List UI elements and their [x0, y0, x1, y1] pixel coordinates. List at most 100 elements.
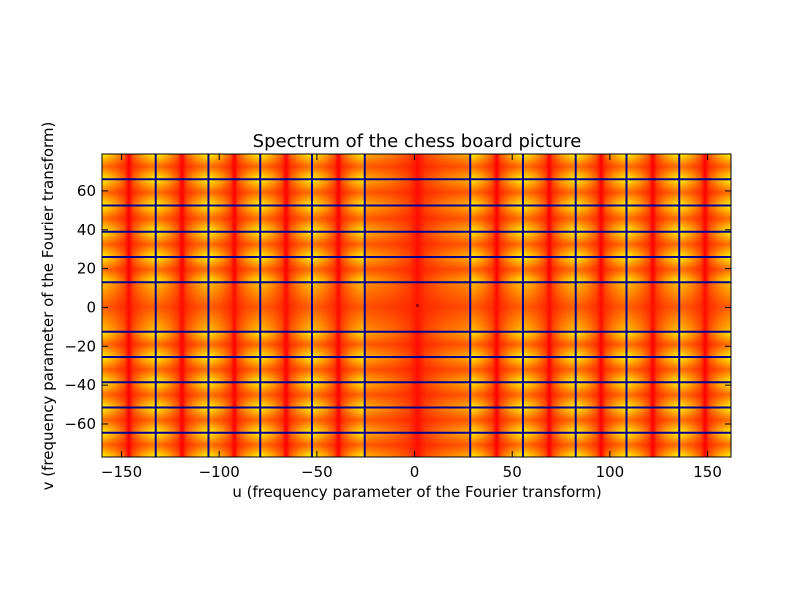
- heatmap-cell-shade: [522, 331, 576, 357]
- heatmap-cell-shade: [626, 331, 680, 357]
- heatmap-cell-shade: [208, 231, 261, 257]
- heatmap-cell-shade: [311, 256, 365, 283]
- heatmap-cell-shade: [364, 205, 471, 232]
- heatmap-cell-shade: [626, 179, 680, 206]
- heatmap-cell-shade: [311, 154, 365, 180]
- heatmap-cell-shade: [260, 282, 312, 332]
- heatmap-cell-shade: [155, 356, 209, 383]
- heatmap-cell-shade: [102, 179, 156, 206]
- heatmap-cell-shade: [575, 205, 627, 232]
- heatmap-cell-shade: [575, 331, 627, 357]
- heatmap-cell-shade: [522, 407, 576, 433]
- heatmap-cell-shade: [102, 282, 156, 332]
- heatmap-cell-shade: [575, 432, 627, 457]
- heatmap-cell-shade: [364, 356, 471, 383]
- heatmap-cell-shade: [260, 154, 312, 180]
- heatmap-cell-shade: [575, 231, 627, 257]
- heatmap-cell-shade: [575, 282, 627, 332]
- heatmap-cell-shade: [575, 256, 627, 283]
- heatmap-cell-shade: [626, 154, 680, 180]
- heatmap-cell-shade: [102, 432, 156, 457]
- heatmap-cell-shade: [470, 256, 523, 283]
- heatmap-cell-shade: [260, 407, 312, 433]
- x-tick-label: −100: [199, 463, 240, 481]
- heatmap-cell-shade: [626, 356, 680, 383]
- heatmap-cell-shade: [208, 432, 261, 457]
- heatmap-cell-shade: [364, 256, 471, 283]
- heatmap-cell-shade: [364, 154, 471, 180]
- heatmap-cell-shade: [626, 432, 680, 457]
- heatmap-cell-shade: [208, 256, 261, 283]
- x-tick-label: −50: [301, 463, 333, 481]
- x-axis-label: u (frequency parameter of the Fourier tr…: [232, 483, 601, 501]
- heatmap-cell-shade: [522, 231, 576, 257]
- heatmap-cell-shade: [522, 205, 576, 232]
- heatmap-cell-shade: [679, 407, 731, 433]
- y-tick-label: −60: [64, 415, 96, 433]
- heatmap-cell-shade: [470, 282, 523, 332]
- heatmap-cell-shade: [102, 382, 156, 408]
- heatmap-cell-shade: [260, 231, 312, 257]
- heatmap-cell-shade: [260, 432, 312, 457]
- y-tick-label: 0: [86, 298, 96, 316]
- heatmap-cell-shade: [679, 205, 731, 232]
- heatmap-cell-shade: [679, 231, 731, 257]
- heatmap-cell-shade: [575, 356, 627, 383]
- heatmap-cell-shade: [679, 382, 731, 408]
- heatmap-cell-shade: [260, 356, 312, 383]
- central-row-band: [102, 282, 731, 332]
- heatmap-cell-shade: [364, 179, 471, 206]
- dc-peak: [415, 304, 419, 307]
- heatmap-cell-shade: [208, 282, 261, 332]
- heatmap-cell-shade: [155, 407, 209, 433]
- y-tick-label: −40: [64, 376, 96, 394]
- heatmap-cell-shade: [208, 154, 261, 180]
- x-axis: −150 −100 −50 0 50 100 150: [101, 154, 722, 481]
- heatmap-cell-shade: [260, 256, 312, 283]
- axes-frame: [101, 153, 732, 458]
- chart-title: Spectrum of the chess board picture: [253, 131, 582, 152]
- heatmap-cell-shade: [470, 205, 523, 232]
- heatmap-cell-shade: [522, 382, 576, 408]
- heatmap-cell-shade: [260, 331, 312, 357]
- heatmap-cell-shade: [626, 231, 680, 257]
- y-axis-label: v (frequency parameter of the Fourier tr…: [39, 122, 57, 491]
- heatmap-cell-shade: [155, 205, 209, 232]
- heatmap-cell-shade: [102, 154, 156, 180]
- heatmap-cell-shade: [208, 179, 261, 206]
- heatmap-cell-shade: [522, 356, 576, 383]
- heatmap-cell-shade: [364, 432, 471, 457]
- heatmap-cell-shade: [260, 205, 312, 232]
- heatmap-cell-shade: [102, 407, 156, 433]
- heatmap-cell-shade: [522, 432, 576, 457]
- y-tick-label: 40: [77, 221, 96, 239]
- heatmap-cell-shade: [522, 282, 576, 332]
- heatmap-cell-shade: [470, 331, 523, 357]
- heatmap-cell-shade: [260, 382, 312, 408]
- heatmap-cell-shade: [102, 231, 156, 257]
- heatmap-cell-shade: [679, 154, 731, 180]
- heatmap-cell-shade: [679, 282, 731, 332]
- heatmap-cell-shade: [102, 256, 156, 283]
- heatmap-cell-shade: [575, 407, 627, 433]
- heatmap-cell-shade: [311, 407, 365, 433]
- heatmap-cell-shade: [626, 282, 680, 332]
- heatmap-cell-shade: [679, 179, 731, 206]
- x-tick-label: 0: [410, 463, 420, 481]
- heatmap-cell-shade: [155, 231, 209, 257]
- heatmap-cell-shade: [155, 382, 209, 408]
- heatmap-cell-shade: [626, 407, 680, 433]
- heatmap-cell-shade: [102, 205, 156, 232]
- heatmap-cell-shade: [575, 382, 627, 408]
- heatmap-cell-shade: [470, 407, 523, 433]
- heatmap-cell-shade: [102, 331, 156, 357]
- y-tick-label: 60: [77, 182, 96, 200]
- y-tick-label: 20: [77, 260, 96, 278]
- heatmap-cell-shade: [311, 282, 365, 332]
- heatmap-cell-shade: [522, 154, 576, 180]
- heatmap-cell-shade: [208, 205, 261, 232]
- heatmap-cell-shade: [470, 154, 523, 180]
- heatmap-cell-shade: [364, 382, 471, 408]
- heatmap-cell-shade: [311, 179, 365, 206]
